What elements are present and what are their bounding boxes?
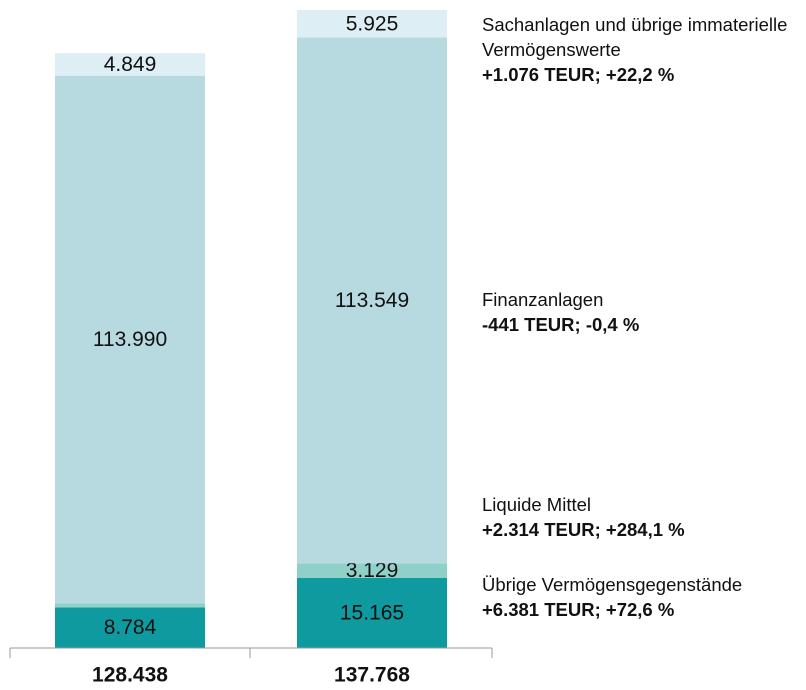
value-label: 3.129 (346, 559, 399, 582)
bar-segment (55, 603, 205, 608)
legend-label: Finanzanlagen (482, 289, 604, 310)
legend-label: Übrige Vermögensgegenstände (482, 574, 743, 595)
legend-change: +6.381 TEUR; +72,6 % (482, 599, 675, 620)
legend-change: -441 TEUR; -0,4 % (482, 314, 640, 335)
bar-segment (55, 607, 205, 648)
value-label: 8.784 (104, 616, 157, 639)
legend-entry: Liquide Mittel +2.314 TEUR; +284,1 % (482, 492, 804, 542)
bar-segment (297, 37, 447, 564)
bar-segment (297, 563, 447, 578)
value-label: 15.165 (340, 601, 404, 624)
legend-entry: Sachanlagen und übrige immaterielle Verm… (482, 12, 804, 87)
legend-change: +1.076 TEUR; +22,2 % (482, 64, 675, 85)
bar-segment (297, 10, 447, 38)
legend-label: Liquide Mittel (482, 494, 592, 515)
legend-entry: Finanzanlagen -441 TEUR; -0,4 % (482, 287, 804, 337)
legend-entry: Übrige Vermögensgegenstände +6.381 TEUR; … (482, 572, 804, 622)
bar-segment (297, 577, 447, 648)
value-label: 113.549 (335, 289, 409, 312)
bar-segment (55, 75, 205, 604)
value-label: 5.925 (346, 12, 399, 35)
legend-change: +2.314 TEUR; +284,1 % (482, 519, 685, 540)
x-tick-label: 137.768 (334, 664, 410, 687)
bar-segment (55, 53, 205, 76)
value-label: 4.849 (104, 53, 157, 76)
legend-label: Sachanlagen und übrige immaterielle Verm… (482, 14, 788, 60)
x-tick-label: 128.438 (92, 664, 168, 687)
value-label: 113.990 (93, 328, 167, 351)
